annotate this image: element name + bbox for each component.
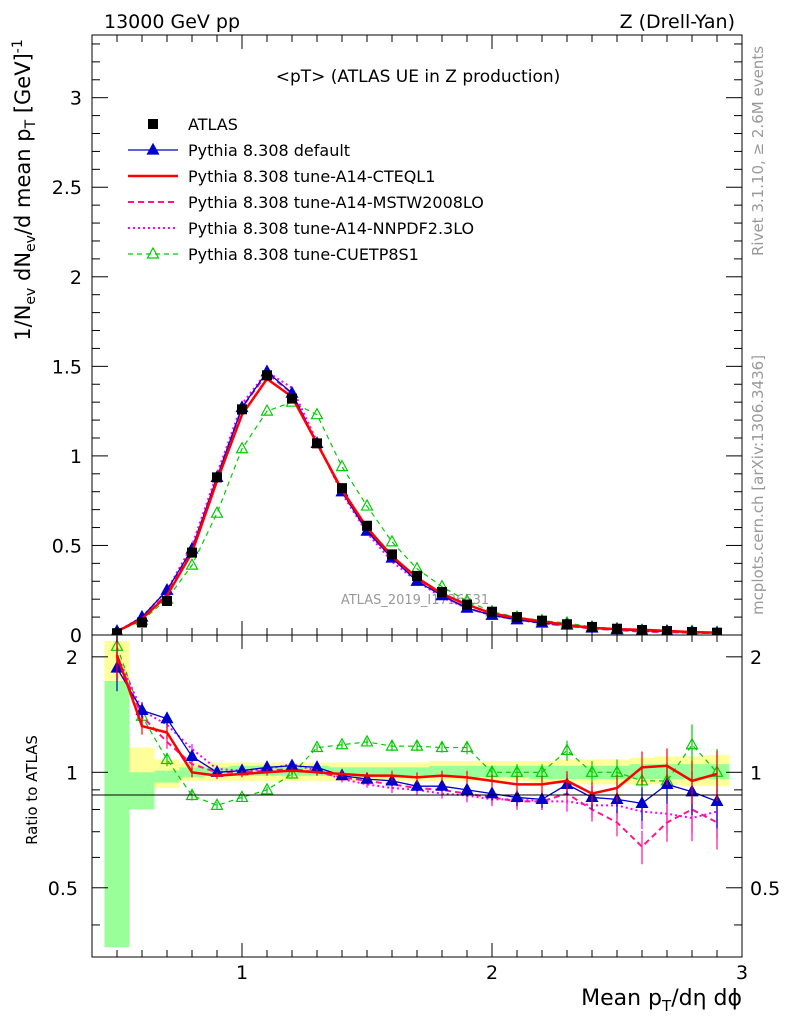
rivet-version-text: Rivet 3.1.10, ≥ 2.6M events xyxy=(749,46,767,256)
y-tick-label: 1 xyxy=(70,446,82,468)
series-1-ratio-point xyxy=(535,792,549,804)
analysis-watermark: ATLAS_2019_I1736531 xyxy=(341,593,489,608)
x-tick-label: 3 xyxy=(736,962,748,984)
legend-label: ATLAS xyxy=(188,115,238,134)
axis-tick-labels: 1 2 3 0 0.5 1 1.5 2 2.5 3 0.5 0.5 1 1 2 2 xyxy=(48,88,780,984)
series-5-ratio-point xyxy=(360,734,374,747)
series-5-ratio-point xyxy=(285,766,299,779)
series-0-point xyxy=(312,438,322,449)
series-1-ratio-point xyxy=(185,749,199,762)
series-5-point xyxy=(185,557,199,570)
series-5-point xyxy=(310,407,324,420)
ratio-frame xyxy=(91,634,743,958)
series-5-ratio-point xyxy=(235,790,249,803)
series-5-ratio-point xyxy=(585,765,599,777)
series-5-ratio-point xyxy=(260,782,274,795)
series-0-point xyxy=(137,617,147,628)
series-5-ratio-point xyxy=(160,752,174,765)
y-tick-label: 2 xyxy=(70,267,82,289)
series-0-point xyxy=(387,549,397,560)
ratio-band-inner-bin xyxy=(129,772,155,810)
series-0-point xyxy=(587,621,597,632)
series-0-point xyxy=(412,570,422,581)
legend-swatch-marker xyxy=(146,246,160,259)
y-tick-label: 0.5 xyxy=(52,535,82,557)
series-0-point xyxy=(487,606,497,617)
legend-label: Pythia 8.308 tune-A14-MSTW2008LO xyxy=(188,193,484,212)
series-0-point xyxy=(212,472,222,483)
axis-ticks xyxy=(91,35,743,957)
series-5-ratio-point xyxy=(210,798,224,810)
header-left: 13000 GeV pp xyxy=(104,11,240,33)
series-0-point xyxy=(262,370,272,381)
series-0-point xyxy=(537,615,547,626)
series-5-point xyxy=(385,534,399,547)
ratio-uncertainty-band-inner xyxy=(104,680,730,948)
series-0-point xyxy=(287,393,297,404)
series-5-ratio-point xyxy=(435,740,449,753)
y-tick-label: 0 xyxy=(70,625,82,647)
legend-swatch-marker xyxy=(146,142,160,155)
header-right: Z (Drell-Yan) xyxy=(620,11,735,33)
chart-title: <pT> (ATLAS UE in Z production) xyxy=(276,67,561,87)
legend-label: Pythia 8.308 tune-CUETP8S1 xyxy=(188,245,419,264)
ratio-tick-label-left: 0.5 xyxy=(48,878,78,900)
legend-swatch-marker xyxy=(148,119,158,129)
series-5-ratio-point xyxy=(560,743,574,756)
series-5-ratio-point xyxy=(385,738,399,751)
y-tick-label: 1.5 xyxy=(52,356,82,378)
series-1-ratio-point xyxy=(460,782,474,795)
series-0-point xyxy=(462,599,472,610)
series-5-point xyxy=(335,459,349,472)
series-0-point xyxy=(437,587,447,598)
ratio-band-inner-bin xyxy=(154,770,180,783)
series-5-ratio-point xyxy=(685,737,699,750)
ratio-tick-label-left: 2 xyxy=(66,647,78,669)
ratio-tick-label-left: 1 xyxy=(66,762,78,784)
series-1-ratio-point xyxy=(510,790,524,803)
legend-label: Pythia 8.308 tune-A14-CTEQL1 xyxy=(188,167,435,186)
y-tick-label: 3 xyxy=(70,88,82,110)
series-5-point xyxy=(235,441,249,454)
ratio-band-inner-bin xyxy=(104,680,130,948)
x-tick-label: 1 xyxy=(236,962,248,984)
series-5-point xyxy=(260,403,274,416)
series-5-line xyxy=(116,401,718,634)
x-axis-label: Mean pT/dη dϕ xyxy=(581,986,742,1015)
series-5-ratio-point xyxy=(310,740,324,753)
series-3-ratio-line xyxy=(116,656,718,849)
legend: ATLAS Pythia 8.308 default Pythia 8.308 tu… xyxy=(128,115,484,264)
series-5-point xyxy=(360,498,374,511)
ratio-y-axis-label: Ratio to ATLAS xyxy=(23,735,41,845)
series-0-point xyxy=(237,404,247,415)
series-1-ratio-point xyxy=(135,703,149,716)
y-axis-label: 1/Nev dNev/d mean pT [GeV]-1 xyxy=(10,39,39,340)
series-1-ratio-point xyxy=(410,778,424,791)
series-5-point xyxy=(210,505,224,518)
series-0-point xyxy=(162,595,172,606)
x-tick-label: 2 xyxy=(486,962,498,984)
legend-label: Pythia 8.308 default xyxy=(188,141,350,160)
series-0-point xyxy=(362,520,372,531)
ratio-tick-label-right: 2 xyxy=(750,647,762,669)
series-0-point xyxy=(187,547,197,558)
series-1-ratio-point xyxy=(635,796,649,808)
series-0-point xyxy=(562,619,572,630)
series-5-ratio-point xyxy=(335,737,349,750)
mcplots-reference-text: mcplots.cern.ch [arXiv:1306.3436] xyxy=(749,355,767,615)
series-0-point xyxy=(512,612,522,623)
ratio-series-layer xyxy=(110,635,724,865)
legend-label: Pythia 8.308 tune-A14-NNPDF2.3LO xyxy=(188,219,474,238)
ratio-tick-label-right: 1 xyxy=(750,762,762,784)
series-5-ratio-point xyxy=(460,740,474,753)
series-0-point xyxy=(337,483,347,494)
y-tick-label: 2.5 xyxy=(52,177,82,199)
ratio-tick-label-right: 0.5 xyxy=(750,878,780,900)
ratio-band-inner-bin xyxy=(404,767,430,778)
series-1-ratio-point xyxy=(160,711,174,724)
series-5-ratio-point xyxy=(410,738,424,751)
series-1-ratio-point xyxy=(435,778,449,791)
